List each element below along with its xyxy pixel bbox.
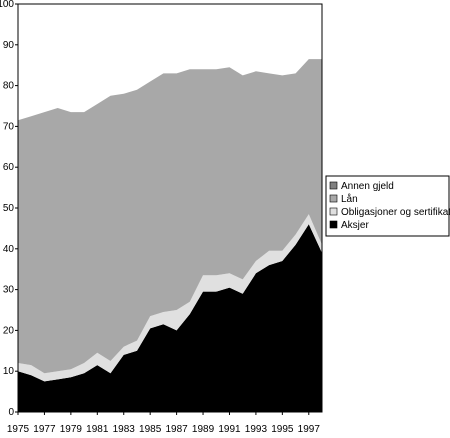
y-tick-label-100: 100	[0, 0, 14, 10]
x-tick-label-1989: 1989	[192, 424, 215, 435]
y-tick-label-50: 50	[3, 203, 15, 214]
x-tick-label-1991: 1991	[218, 424, 241, 435]
y-tick-label-0: 0	[8, 407, 14, 418]
legend-box	[325, 175, 450, 237]
x-axis: 1975 1977 1979 1981 1983 1985 1987 1989 1991 1993…	[7, 412, 320, 435]
y-tick-label-60: 60	[3, 162, 15, 173]
y-tick-label-70: 70	[3, 121, 15, 132]
y-axis: 0 10 20 30 40 50 60 70 80 90 100	[0, 0, 18, 418]
x-tick-label-1975: 1975	[7, 424, 30, 435]
legend-swatch-aksjer	[329, 220, 338, 229]
area-l-n	[18, 59, 322, 374]
legend-label-l-n: Lån	[341, 193, 358, 205]
x-tick-label-1993: 1993	[245, 424, 268, 435]
y-tick-label-10: 10	[3, 366, 15, 377]
legend-label-annen-gjeld: Annen gjeld	[341, 181, 394, 192]
x-tick-label-1977: 1977	[33, 424, 56, 435]
legend-swatch-l-n	[329, 194, 338, 203]
x-tick-label-1985: 1985	[139, 424, 162, 435]
y-tick-label-90: 90	[3, 40, 15, 51]
x-tick-label-1981: 1981	[86, 424, 109, 435]
y-tick-label-30: 30	[3, 285, 15, 296]
legend-swatch-obligasjoner-og-sertifikater	[329, 207, 338, 216]
y-tick-label-40: 40	[3, 244, 15, 255]
x-tick-label-1983: 1983	[113, 424, 136, 435]
legend-label-obligasjoner-og-sertifikater: Obligasjoner og sertifikater	[341, 207, 450, 218]
y-tick-label-20: 20	[3, 325, 15, 336]
y-tick-label-80: 80	[3, 81, 15, 92]
x-tick-label-1995: 1995	[271, 424, 294, 435]
x-tick-label-1987: 1987	[165, 424, 188, 435]
area-layers	[18, 59, 322, 412]
legend-swatch-annen-gjeld	[329, 181, 338, 190]
x-tick-label-1997: 1997	[298, 424, 321, 435]
x-tick-label-1979: 1979	[60, 424, 83, 435]
legend-label-aksjer: Aksjer	[341, 220, 369, 231]
area-aksjer	[18, 224, 322, 412]
